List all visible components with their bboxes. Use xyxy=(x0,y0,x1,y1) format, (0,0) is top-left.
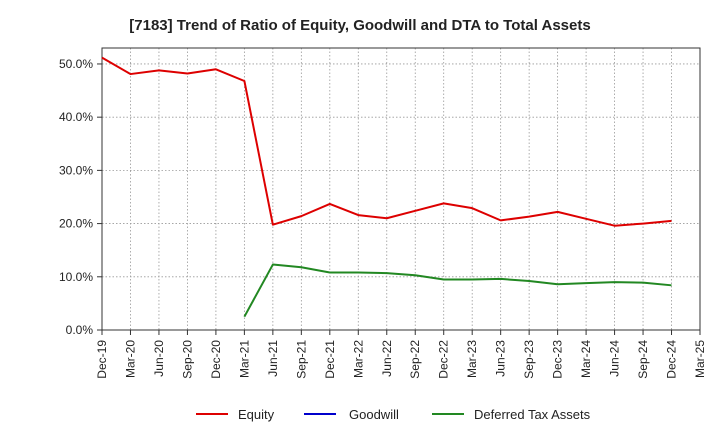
grid xyxy=(102,48,700,330)
x-tick-label: Sep-20 xyxy=(180,340,194,379)
x-tick-label: Dec-22 xyxy=(437,340,451,379)
x-tick-label: Sep-24 xyxy=(636,340,650,379)
x-tick-label: Jun-24 xyxy=(608,340,622,377)
x-tick-label: Dec-19 xyxy=(95,340,109,379)
plot-frame xyxy=(101,47,701,331)
series-line-deferred-tax-assets xyxy=(243,263,672,318)
x-tick-label: Jun-23 xyxy=(494,340,508,377)
x-tick-label: Mar-22 xyxy=(351,340,365,378)
y-tick-label: 20.0% xyxy=(59,217,93,231)
x-tick-label: Jun-22 xyxy=(380,340,394,377)
x-tick-label: Mar-21 xyxy=(237,340,251,378)
y-tick-label: 10.0% xyxy=(59,270,93,284)
x-tick-label: Sep-21 xyxy=(294,340,308,379)
x-tick-label: Mar-23 xyxy=(465,340,479,378)
x-tick-label: Jun-21 xyxy=(266,340,280,377)
x-tick-label: Sep-22 xyxy=(408,340,422,379)
legend-label-goodwill: Goodwill xyxy=(349,407,399,422)
x-tick-label: Jun-20 xyxy=(152,340,166,377)
x-tick-label: Dec-24 xyxy=(665,340,679,379)
x-tick-label: Dec-21 xyxy=(323,340,337,379)
y-tick-label: 30.0% xyxy=(59,163,93,177)
x-tick-label: Dec-23 xyxy=(551,340,565,379)
legend-label-deferred-tax-assets: Deferred Tax Assets xyxy=(474,407,591,422)
x-tick-label: Mar-20 xyxy=(123,340,137,378)
x-tick-label: Mar-25 xyxy=(693,340,707,378)
legend-label-equity: Equity xyxy=(238,407,275,422)
y-axis: 0.0% 10.0% 20.0% 30.0% 40.0% 50.0% xyxy=(59,57,102,337)
legend: Equity Goodwill Deferred Tax Assets xyxy=(196,407,591,422)
series-line-equity xyxy=(101,56,672,227)
y-tick-label: 50.0% xyxy=(59,57,93,71)
x-tick-label: Mar-24 xyxy=(579,340,593,378)
x-axis: Dec-19 Mar-20 Jun-20 Sep-20 Dec-20 Mar-21 Jun-… xyxy=(95,330,707,379)
x-tick-label: Sep-23 xyxy=(522,340,536,379)
series-layer xyxy=(101,56,672,318)
y-tick-label: 0.0% xyxy=(66,323,94,337)
x-tick-label: Dec-20 xyxy=(209,340,223,379)
chart-title: [7183] Trend of Ratio of Equity, Goodwil… xyxy=(129,17,590,34)
y-tick-label: 40.0% xyxy=(59,110,93,124)
